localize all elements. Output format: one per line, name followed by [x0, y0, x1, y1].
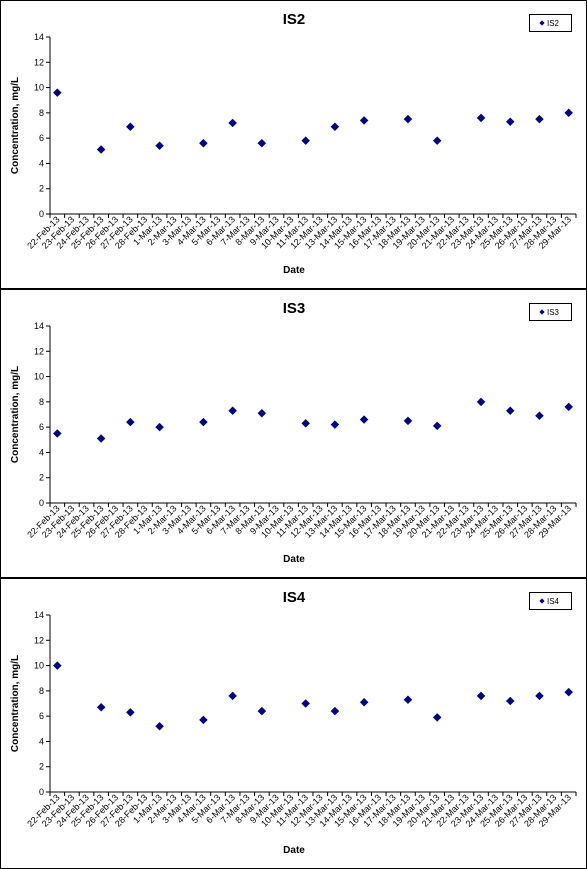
data-point — [301, 418, 311, 428]
data-point — [476, 691, 486, 701]
data-point — [199, 417, 208, 427]
y-tick-label: 8 — [39, 686, 44, 696]
legend-marker — [539, 598, 545, 604]
y-tick-label: 12 — [34, 346, 44, 356]
data-point — [155, 721, 164, 731]
data-point — [257, 706, 267, 716]
y-tick-label: 0 — [39, 787, 44, 797]
legend-label: IS2 — [547, 19, 560, 28]
chart-frame — [0, 289, 587, 578]
legend-box — [529, 303, 572, 321]
legend-box — [529, 14, 572, 32]
y-axis-title: Concentration, mg/L — [10, 366, 21, 463]
y-tick-label: 12 — [34, 57, 44, 67]
y-tick-label: 10 — [34, 661, 44, 671]
data-point — [257, 138, 267, 148]
chart-title: IS2 — [283, 11, 306, 28]
legend-marker — [539, 309, 545, 315]
legend-box — [529, 592, 572, 610]
data-point — [359, 697, 369, 707]
data-point — [96, 145, 106, 154]
y-tick-label: 2 — [39, 184, 44, 194]
x-axis-title: Date — [283, 265, 305, 276]
y-tick-label: 4 — [39, 158, 44, 168]
y-tick-label: 14 — [34, 610, 44, 620]
y-tick-label: 10 — [34, 83, 44, 93]
y-tick-label: 14 — [34, 321, 44, 331]
data-point — [432, 136, 442, 146]
data-point — [432, 713, 442, 722]
data-point — [96, 434, 106, 443]
chart-panel-is4: IS40246810121422-Feb-1323-Feb-1324-Feb-1… — [0, 578, 587, 869]
chart-panel-is2: IS20246810121422-Feb-1323-Feb-1324-Feb-1… — [0, 0, 587, 289]
chart-frame — [0, 578, 587, 869]
legend-label: IS4 — [547, 597, 560, 606]
y-tick-label: 6 — [39, 711, 44, 721]
data-point — [403, 114, 413, 124]
data-point — [359, 415, 369, 424]
data-point — [228, 118, 237, 128]
y-tick-label: 4 — [39, 736, 44, 746]
chart-title: IS3 — [283, 300, 306, 317]
data-point — [505, 696, 515, 706]
data-point — [199, 138, 208, 148]
data-point — [96, 702, 106, 712]
data-point — [257, 408, 267, 418]
data-point — [301, 136, 311, 146]
data-point — [535, 114, 544, 124]
data-point — [52, 661, 62, 670]
y-tick-label: 6 — [39, 133, 44, 143]
y-tick-label: 10 — [34, 372, 44, 382]
data-point — [126, 122, 135, 132]
data-point — [476, 397, 486, 407]
data-point — [505, 406, 515, 416]
x-axis-title: Date — [283, 845, 305, 856]
chart-title: IS4 — [283, 589, 306, 606]
data-point — [432, 421, 442, 431]
legend-label: IS3 — [547, 308, 560, 317]
data-point — [564, 108, 574, 118]
data-point — [403, 695, 413, 705]
data-point — [52, 88, 62, 97]
legend-marker — [539, 20, 545, 26]
data-point — [505, 117, 515, 127]
y-tick-label: 0 — [39, 498, 44, 508]
y-axis-title: Concentration, mg/L — [10, 655, 21, 752]
y-tick-label: 14 — [34, 32, 44, 42]
y-tick-label: 12 — [34, 635, 44, 645]
y-tick-label: 6 — [39, 422, 44, 432]
chart-panel-is3: IS30246810121422-Feb-1323-Feb-1324-Feb-1… — [0, 289, 587, 578]
data-point — [535, 691, 544, 701]
data-point — [155, 141, 164, 151]
y-tick-label: 2 — [39, 762, 44, 772]
data-point — [330, 122, 340, 132]
data-point — [155, 422, 164, 432]
y-axis-title: Concentration, mg/L — [10, 77, 21, 174]
data-point — [564, 402, 574, 412]
y-tick-label: 8 — [39, 397, 44, 407]
data-point — [228, 406, 237, 416]
data-point — [199, 715, 208, 725]
chart-frame — [0, 0, 587, 289]
data-point — [564, 687, 574, 697]
data-point — [403, 416, 413, 426]
y-tick-label: 8 — [39, 108, 44, 118]
y-tick-label: 4 — [39, 447, 44, 457]
data-point — [52, 429, 62, 438]
data-point — [330, 706, 340, 716]
x-axis-title: Date — [283, 554, 305, 565]
y-tick-label: 2 — [39, 473, 44, 483]
data-point — [535, 411, 544, 421]
y-tick-label: 0 — [39, 209, 44, 219]
data-point — [359, 116, 369, 125]
data-point — [126, 417, 135, 427]
data-point — [476, 113, 486, 123]
data-point — [330, 420, 340, 429]
data-point — [126, 707, 135, 717]
data-point — [301, 699, 311, 708]
data-point — [228, 691, 237, 701]
